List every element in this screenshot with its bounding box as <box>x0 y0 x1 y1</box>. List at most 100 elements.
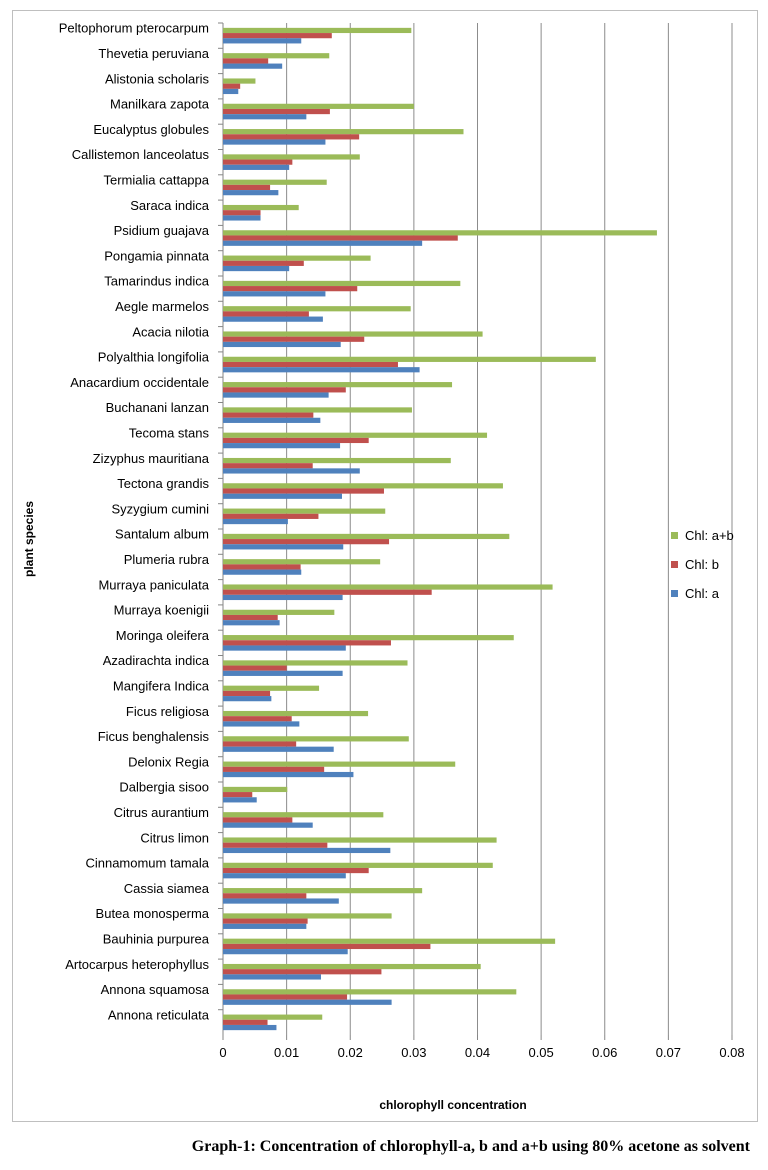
bar-chlb <box>223 614 278 621</box>
bar-chla <box>223 999 392 1005</box>
bar-chla+b <box>223 508 386 514</box>
bar-chla <box>223 493 342 499</box>
category-label: Psidium guajava <box>114 223 210 238</box>
bar-chla <box>223 569 302 575</box>
bar-chla+b <box>223 483 503 489</box>
category-label: Butea monosperma <box>96 906 210 921</box>
bar-chlb <box>223 943 431 950</box>
bar-chla <box>223 923 307 929</box>
category-label: Azadirachta indica <box>103 653 210 668</box>
bar-chla+b <box>223 457 451 464</box>
bar-chla+b <box>223 1014 323 1020</box>
legend-label: Chl: a+b <box>685 528 734 543</box>
category-label: Delonix Regia <box>128 754 210 769</box>
bar-chla <box>223 164 290 170</box>
category-label: Mangifera Indica <box>113 678 210 693</box>
bar-chla+b <box>223 306 411 312</box>
bar-chla <box>223 620 280 626</box>
bar-chlb <box>223 210 261 216</box>
bar-chla <box>223 544 344 550</box>
bar-chla <box>223 645 346 651</box>
bar-chlb <box>223 235 458 241</box>
category-label: Pongamia pinnata <box>104 248 210 263</box>
x-tick-label: 0.06 <box>592 1045 617 1060</box>
bar-chla <box>223 1024 277 1031</box>
bar-chla+b <box>223 204 299 211</box>
category-label: Termialia cattappa <box>104 172 210 187</box>
category-label: Cassia siamea <box>124 881 210 896</box>
category-label: Zizyphus mauritiana <box>93 451 210 466</box>
bar-chlb <box>223 286 358 292</box>
bars <box>223 27 657 1031</box>
bar-chla+b <box>223 78 256 84</box>
bar-chla+b <box>223 53 330 59</box>
bar-chla <box>223 594 343 601</box>
bar-chlb <box>223 33 332 39</box>
category-label: Peltophorum pterocarpum <box>59 21 209 36</box>
category-label: Aegle marmelos <box>115 299 209 314</box>
bar-chla+b <box>223 963 481 970</box>
category-label: Saraca indica <box>130 198 210 213</box>
bar-chla <box>223 215 261 221</box>
bar-chlb <box>223 766 325 772</box>
bar-chlb <box>223 817 293 823</box>
bar-chlb <box>223 842 328 848</box>
bar-chlb <box>223 640 391 646</box>
bar-chla+b <box>223 27 412 34</box>
bar-chla <box>223 265 290 272</box>
bar-chla+b <box>223 382 453 388</box>
bar-chla+b <box>223 888 423 894</box>
category-label: Citrus aurantium <box>114 805 209 820</box>
bar-chlb <box>223 741 297 747</box>
x-tick-label: 0.08 <box>719 1045 744 1060</box>
bar-chlb <box>223 58 269 64</box>
bar-chla <box>223 670 343 676</box>
bar-chlb <box>223 564 301 570</box>
bar-chlb <box>223 108 330 115</box>
category-label: Cinnamomum tamala <box>85 856 209 871</box>
bar-chlb <box>223 311 309 317</box>
bar-chla+b <box>223 812 384 818</box>
bar-chlb <box>223 690 271 697</box>
legend-swatch <box>671 561 678 568</box>
bar-chlb <box>223 159 293 165</box>
bar-chla+b <box>223 356 596 362</box>
bar-chla+b <box>223 862 493 868</box>
bar-chla <box>223 468 360 474</box>
bar-chla+b <box>223 913 392 919</box>
bar-chla <box>223 367 420 373</box>
bar-chla <box>223 974 321 980</box>
bar-chla <box>223 847 391 854</box>
bar-chlb <box>223 918 308 924</box>
bar-chlb <box>223 463 313 469</box>
bar-chla <box>223 873 346 879</box>
bar-chla <box>223 240 423 246</box>
bar-chla+b <box>223 989 517 995</box>
bar-chla+b <box>223 609 335 615</box>
category-label: Tamarindus indica <box>104 274 210 289</box>
bar-chlb <box>223 589 432 595</box>
category-label: Plumeria rubra <box>124 552 210 567</box>
bar-chla <box>223 316 323 322</box>
category-label: Manilkara zapota <box>110 97 210 112</box>
bar-chla <box>223 721 300 727</box>
bar-chla+b <box>223 179 327 185</box>
bar-chlb <box>223 1019 268 1025</box>
bar-chla+b <box>223 736 409 742</box>
bar-chla+b <box>223 685 320 691</box>
bar-chlb <box>223 83 241 89</box>
bar-chla+b <box>223 280 461 287</box>
bar-chlb <box>223 513 319 519</box>
category-label: Ficus religiosa <box>126 704 210 719</box>
bar-chla+b <box>223 255 371 261</box>
bar-chla <box>223 341 341 348</box>
bar-chla <box>223 696 272 702</box>
category-label: Santalum album <box>115 527 209 542</box>
category-label: Acacia nilotia <box>132 324 209 339</box>
bar-chla+b <box>223 938 556 944</box>
bar-chla <box>223 822 313 828</box>
category-label: Buchanani lanzan <box>106 400 209 415</box>
bar-chla <box>223 392 329 398</box>
category-label: Syzygium cumini <box>111 501 209 516</box>
bar-chla+b <box>223 331 483 337</box>
